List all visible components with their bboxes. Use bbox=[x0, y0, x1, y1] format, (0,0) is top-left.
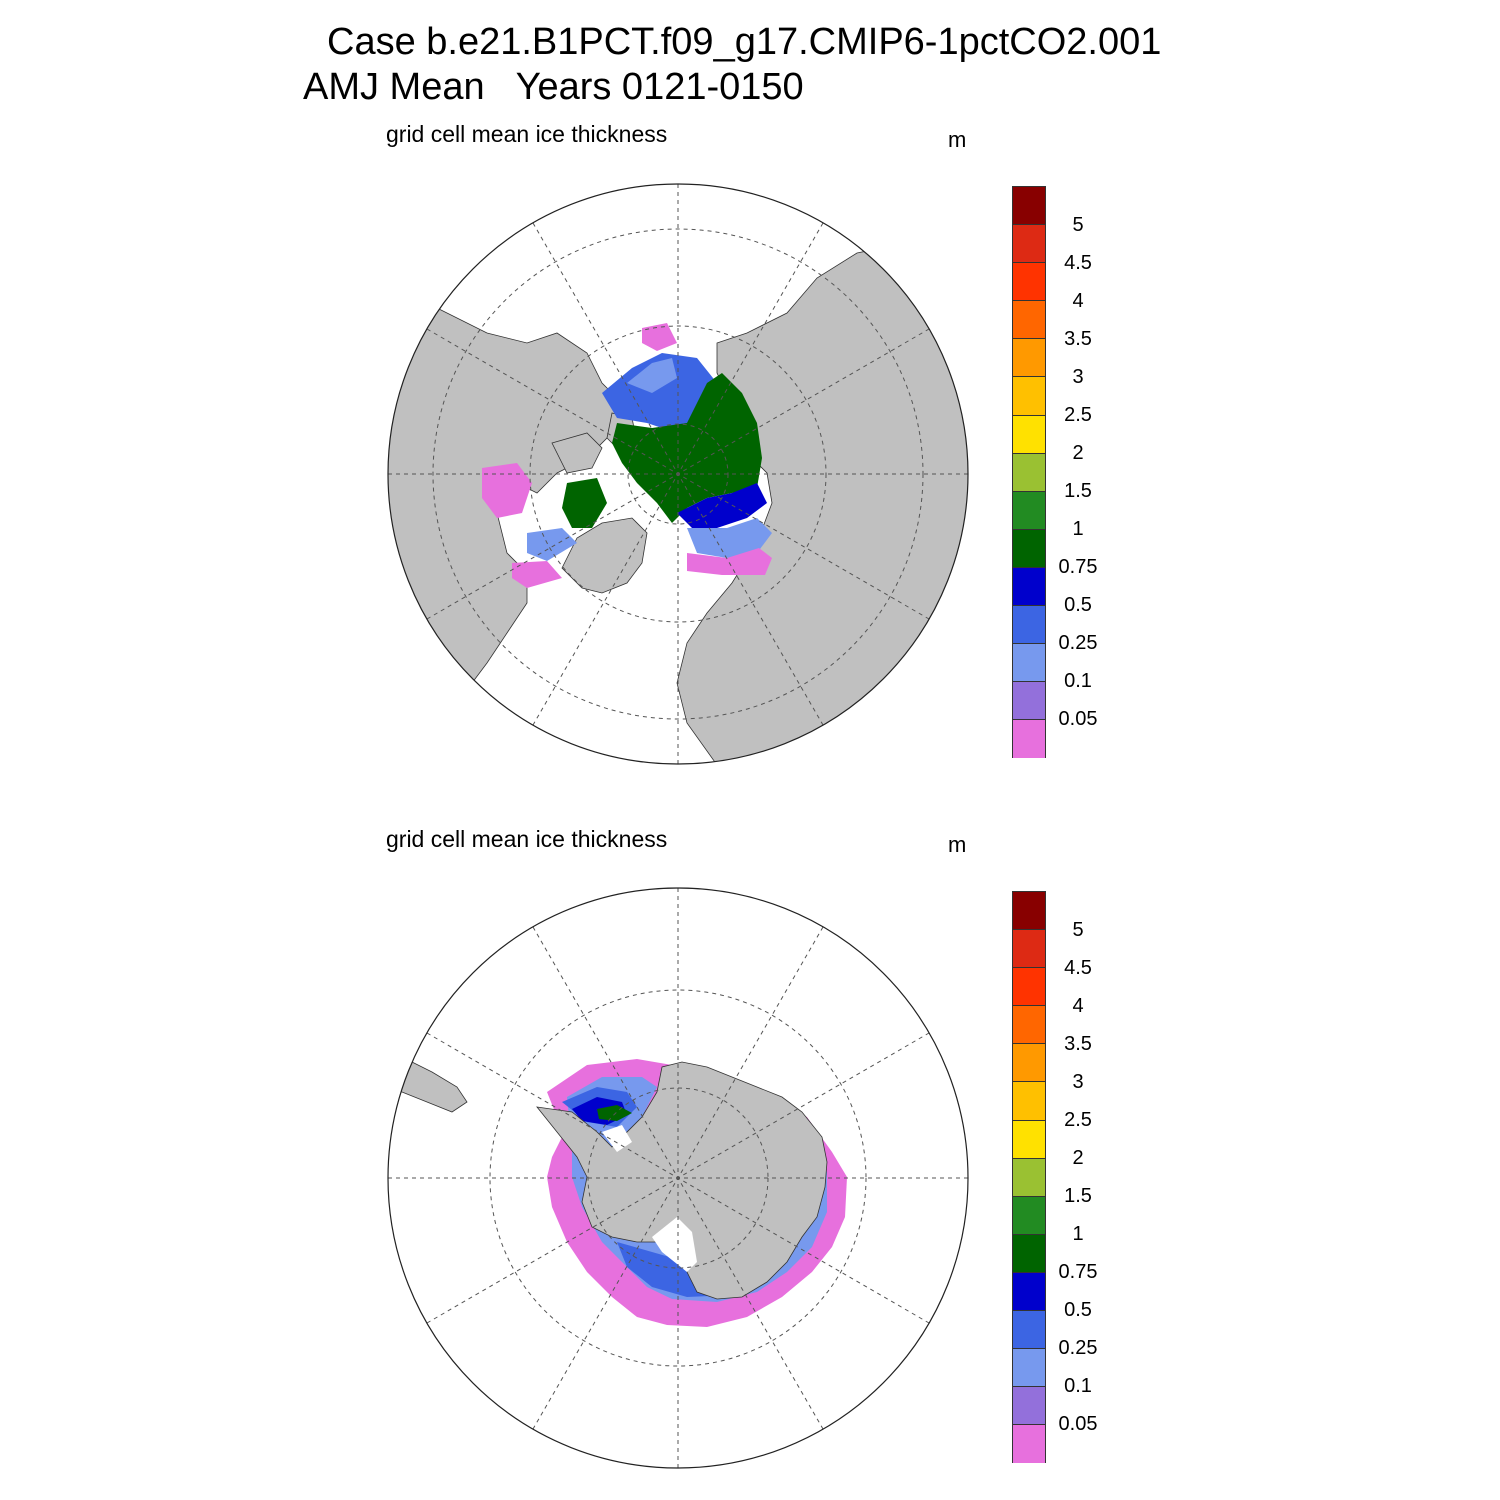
north-tick-label: 5 bbox=[1072, 214, 1084, 236]
north-ice-blue-pacific bbox=[602, 353, 717, 433]
south-colorbar-swatch bbox=[1013, 1196, 1045, 1235]
south-colorbar-swatch bbox=[1013, 1044, 1045, 1083]
north-colorbar-swatch bbox=[1013, 682, 1045, 721]
south-colorbar-swatch bbox=[1013, 968, 1045, 1007]
south-tick-label: 0.1 bbox=[1064, 1375, 1092, 1397]
south-tick-label: 2 bbox=[1072, 1147, 1084, 1169]
north-tick-label: 0.5 bbox=[1064, 594, 1092, 616]
north-panel-label: grid cell mean ice thickness bbox=[386, 121, 668, 147]
north-tick-label: 0.75 bbox=[1058, 556, 1098, 578]
south-colorbar-swatch bbox=[1013, 1272, 1045, 1312]
north-colorbar bbox=[1012, 186, 1046, 759]
south-colorbar-swatch bbox=[1013, 1120, 1045, 1159]
south-tick-label: 4.5 bbox=[1064, 957, 1092, 979]
north-tick-label: 2.5 bbox=[1064, 404, 1092, 426]
south-map-border bbox=[387, 887, 969, 1469]
north-ice-green-central bbox=[612, 373, 762, 523]
south-tick-label: 1 bbox=[1072, 1223, 1084, 1245]
north-colorbar-swatch bbox=[1013, 377, 1045, 416]
north-graticule bbox=[388, 184, 968, 764]
main-title-line1: Case b.e21.B1PCT.f09_g17.CMIP6-1pctCO2.0… bbox=[327, 21, 1162, 63]
north-land-north-america bbox=[388, 282, 618, 764]
north-tick-label: 3 bbox=[1072, 366, 1084, 388]
south-tick-label: 0.25 bbox=[1058, 1337, 1098, 1359]
south-tick-label: 0.75 bbox=[1058, 1261, 1098, 1283]
north-tick-label: 4 bbox=[1072, 290, 1084, 312]
south-colorbar-swatch bbox=[1013, 892, 1045, 931]
north-tick-label: 2 bbox=[1072, 442, 1084, 464]
north-colorbar-swatch bbox=[1013, 529, 1045, 568]
south-ice-green-weddell bbox=[597, 1105, 632, 1121]
south-tick-label: 3 bbox=[1072, 1071, 1084, 1093]
south-colorbar-swatch bbox=[1013, 1349, 1045, 1388]
north-tick-label: 3.5 bbox=[1064, 328, 1092, 350]
north-tick-label: 0.25 bbox=[1058, 632, 1098, 654]
south-tick-label: 5 bbox=[1072, 919, 1084, 941]
south-colorbar-swatch bbox=[1013, 1082, 1045, 1121]
south-colorbar-swatch bbox=[1013, 1158, 1045, 1197]
north-colorbar-swatch bbox=[1013, 301, 1045, 340]
south-tick-label: 1.5 bbox=[1064, 1185, 1092, 1207]
north-tick-label: 1.5 bbox=[1064, 480, 1092, 502]
south-colorbar-swatch bbox=[1013, 1006, 1045, 1045]
south-graticule bbox=[388, 888, 968, 1468]
north-colorbar-swatch bbox=[1013, 339, 1045, 378]
south-colorbar-swatch bbox=[1013, 1425, 1045, 1464]
south-unit-label: m bbox=[948, 832, 967, 857]
north-colorbar-swatch bbox=[1013, 453, 1045, 492]
south-colorbar-swatch bbox=[1013, 1234, 1045, 1273]
north-ice-lightblue-pacific bbox=[627, 358, 677, 393]
north-ice-lightblue-labrador bbox=[527, 528, 577, 561]
north-colorbar-swatch bbox=[1013, 415, 1045, 454]
south-land-antarctica bbox=[536, 1061, 828, 1300]
south-tick-label: 0.05 bbox=[1058, 1413, 1098, 1435]
north-unit-label: m bbox=[948, 127, 967, 152]
north-colorbar-swatch bbox=[1013, 225, 1045, 264]
north-tick-label: 4.5 bbox=[1064, 252, 1092, 274]
north-colorbar-swatch bbox=[1013, 491, 1045, 530]
north-colorbar-swatch bbox=[1013, 606, 1045, 645]
north-polar-map bbox=[387, 183, 969, 765]
north-colorbar-swatch bbox=[1013, 263, 1045, 302]
south-colorbar-swatch bbox=[1013, 930, 1045, 969]
south-ice-shelf-weddell bbox=[602, 1125, 632, 1152]
south-tick-label: 4 bbox=[1072, 995, 1084, 1017]
south-colorbar bbox=[1012, 891, 1046, 1464]
south-tick-label: 0.5 bbox=[1064, 1299, 1092, 1321]
north-tick-label: 0.1 bbox=[1064, 670, 1092, 692]
south-colorbar-swatch bbox=[1013, 1311, 1045, 1350]
north-colorbar-swatch bbox=[1013, 567, 1045, 607]
main-title-line2: AMJ Mean Years 0121-0150 bbox=[303, 66, 804, 108]
south-tick-label: 3.5 bbox=[1064, 1033, 1092, 1055]
south-colorbar-swatch bbox=[1013, 1387, 1045, 1426]
north-ice-green-banks bbox=[562, 478, 607, 528]
south-polar-map bbox=[387, 887, 969, 1469]
south-tick-label: 2.5 bbox=[1064, 1109, 1092, 1131]
south-ice-shelf-ross bbox=[652, 1217, 697, 1272]
north-ice-pink-atlantic bbox=[687, 548, 772, 575]
north-ice-darkblue-edge bbox=[677, 483, 767, 528]
south-panel-label: grid cell mean ice thickness bbox=[386, 826, 668, 852]
north-tick-label: 0.05 bbox=[1058, 708, 1098, 730]
north-colorbar-swatch bbox=[1013, 644, 1045, 683]
north-ice-pink-labrador bbox=[512, 561, 562, 588]
north-map-border bbox=[387, 183, 969, 765]
north-ice-lightblue-atlantic bbox=[687, 518, 772, 558]
north-land-greenland bbox=[561, 517, 648, 594]
north-colorbar-swatch bbox=[1013, 720, 1045, 759]
north-ice-pink-bering bbox=[642, 323, 677, 351]
north-tick-label: 1 bbox=[1072, 518, 1084, 540]
north-colorbar-swatch bbox=[1013, 187, 1045, 226]
north-ice-pink-hudson bbox=[482, 463, 532, 518]
